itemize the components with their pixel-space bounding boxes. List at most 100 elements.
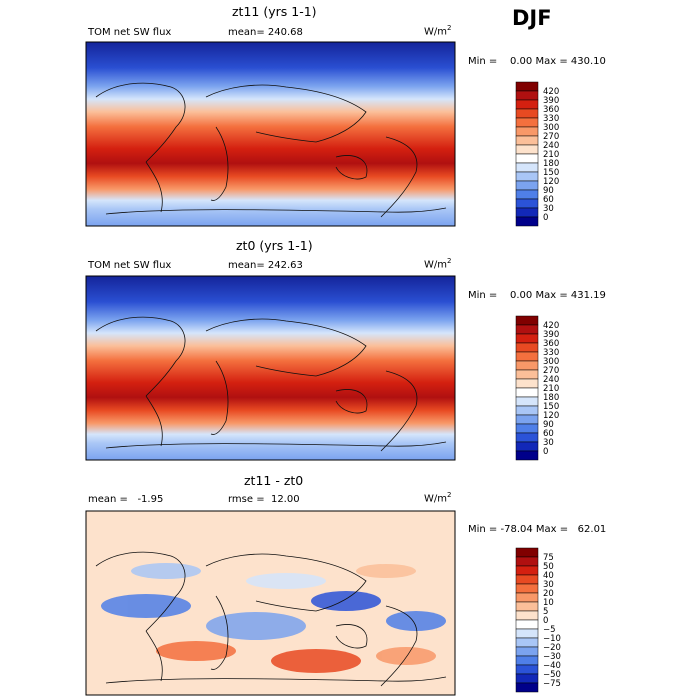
panel-3-minmax: Min = -78.04 Max = 62.01 — [468, 524, 607, 535]
panel-3-colorbar-block — [515, 565, 539, 576]
panel-3-colorbar-label: −10 — [543, 634, 561, 644]
panel-1-colorbar-label: 420 — [543, 87, 559, 97]
panel-3-colorbar-label: 75 — [543, 553, 554, 563]
panel-2-units: W/m2 — [424, 257, 452, 271]
panel-1-colorbar-block — [515, 189, 539, 200]
panel-3-colorbar-label: 50 — [543, 562, 554, 572]
panel-3-colorbar-block — [515, 664, 539, 675]
panel-2-colorbar-block — [515, 387, 539, 398]
panel-2-colorbar-block — [515, 432, 539, 443]
panel-3-mean-label: mean = -1.95 — [88, 494, 164, 505]
panel-1-colorbar-block — [515, 162, 539, 173]
panel-3-colorbar-label: 5 — [543, 607, 548, 617]
panel-2-colorbar-block — [515, 441, 539, 452]
panel-2-colorbar-label: 240 — [543, 375, 559, 385]
panel-1-colorbar-label: 90 — [543, 186, 554, 196]
panel-2-colorbar-label: 330 — [543, 348, 559, 358]
panel-3-colorbar-label: 40 — [543, 571, 554, 581]
panel-2-colorbar-label: 120 — [543, 411, 559, 421]
panel-1-colorbar-block — [515, 198, 539, 209]
panel-1-colorbar-label: 60 — [543, 195, 554, 205]
panel-2-colorbar-label: 300 — [543, 357, 559, 367]
panel-1-colorbar-label: 330 — [543, 114, 559, 124]
panel-2-colorbar-label: 180 — [543, 393, 559, 403]
panel-2-colorbar-label: 0 — [543, 447, 548, 457]
panel-3-colorbar-label: 30 — [543, 580, 554, 590]
panel-3-colorbar-block — [515, 592, 539, 603]
panel-2-colorbar-block — [515, 351, 539, 362]
panel-2-minmax: Min = 0.00 Max = 431.19 — [468, 290, 606, 301]
panel-3-colorbar-block — [515, 673, 539, 684]
panel-3-colorbar-block — [515, 583, 539, 594]
panel-3-colorbar-block — [515, 646, 539, 657]
panel-1-colorbar-blocks — [515, 81, 539, 227]
panel-1-title: zt11 (yrs 1-1) — [232, 4, 317, 19]
panel-1-colorbar-block — [515, 108, 539, 119]
panel-2-colorbar-block — [515, 378, 539, 389]
panel-1-colorbar-block — [515, 117, 539, 128]
panel-1-colorbar-block — [515, 135, 539, 146]
panel-2-colorbar-block — [515, 450, 539, 461]
panel-1-coastlines — [95, 82, 447, 218]
panel-2-colorbar-label: 60 — [543, 429, 554, 439]
panel-1-colorbar-label: 150 — [543, 168, 559, 178]
season-label: DJF — [512, 6, 552, 30]
panel-2-colorbar-label: 420 — [543, 321, 559, 331]
panel-2-colorbar-label: 270 — [543, 366, 559, 376]
panel-1-units: W/m2 — [424, 24, 452, 38]
panel-1-colorbar-block — [515, 99, 539, 110]
panel-3-anomaly-patches — [101, 563, 446, 673]
panel-1-colorbar-block — [515, 171, 539, 182]
panel-2-colorbar-block — [515, 396, 539, 407]
panel-1-colorbar-label: 120 — [543, 177, 559, 187]
panel-3-colorbar-label: 20 — [543, 589, 554, 599]
panel-2-colorbar-block — [515, 342, 539, 353]
panel-1-colorbar-label: 180 — [543, 159, 559, 169]
panel-3-colorbar-label: −30 — [543, 652, 561, 662]
panel-1-colorbar-block — [515, 144, 539, 155]
panel-3-colorbar-block — [515, 610, 539, 621]
panel-2-colorbar-block — [515, 405, 539, 416]
panel-3-colorbar-block — [515, 655, 539, 666]
panel-1-mean-label: mean= 240.68 — [228, 27, 303, 38]
panel-2-colorbar-label: 390 — [543, 330, 559, 340]
panel-1-colorbar-block — [515, 90, 539, 101]
panel-3-colorbar-label: −40 — [543, 661, 561, 671]
panel-1-colorbar-label: 390 — [543, 96, 559, 106]
panel-2-colorbar-block — [515, 315, 539, 326]
panel-3-colorbar-label: −5 — [543, 625, 556, 635]
panel-1-colorbar-block — [515, 180, 539, 191]
panel-2-colorbar-label: 90 — [543, 420, 554, 430]
panel-1-colorbar-label: 240 — [543, 141, 559, 151]
panel-2-colorbar-label: 150 — [543, 402, 559, 412]
panel-2-colorbar-label: 210 — [543, 384, 559, 394]
panel-2-colorbar-block — [515, 369, 539, 380]
panel-3-colorbar-block — [515, 619, 539, 630]
panel-2-colorbar-label: 30 — [543, 438, 554, 448]
panel-2-map — [85, 275, 456, 461]
panel-1-colorbar-block — [515, 207, 539, 218]
panel-3-colorbar-blocks — [515, 547, 539, 693]
panel-2-colorbar-block — [515, 324, 539, 335]
panel-2-colorbar-block — [515, 333, 539, 344]
panel-3-title: zt11 - zt0 — [244, 473, 304, 488]
panel-1-colorbar-block — [515, 153, 539, 164]
panel-1-colorbar-label: 210 — [543, 150, 559, 160]
panel-3-colorbar-label: −75 — [543, 679, 561, 689]
panel-1-colorbar-label: 0 — [543, 213, 548, 223]
panel-1-colorbar-label: 300 — [543, 123, 559, 133]
panel-3-colorbar-block — [515, 574, 539, 585]
panel-2-mean-label: mean= 242.63 — [228, 260, 303, 271]
panel-1-colorbar-block — [515, 126, 539, 137]
panel-1-left-label: TOM net SW flux — [88, 27, 172, 38]
panel-2-left-label: TOM net SW flux — [88, 260, 172, 271]
panel-3-colorbar-block — [515, 556, 539, 567]
panel-2-colorbar-block — [515, 360, 539, 371]
panel-2-coastlines — [95, 316, 447, 452]
panel-2-title: zt0 (yrs 1-1) — [236, 238, 313, 253]
panel-3-colorbar-label: 0 — [543, 616, 548, 626]
